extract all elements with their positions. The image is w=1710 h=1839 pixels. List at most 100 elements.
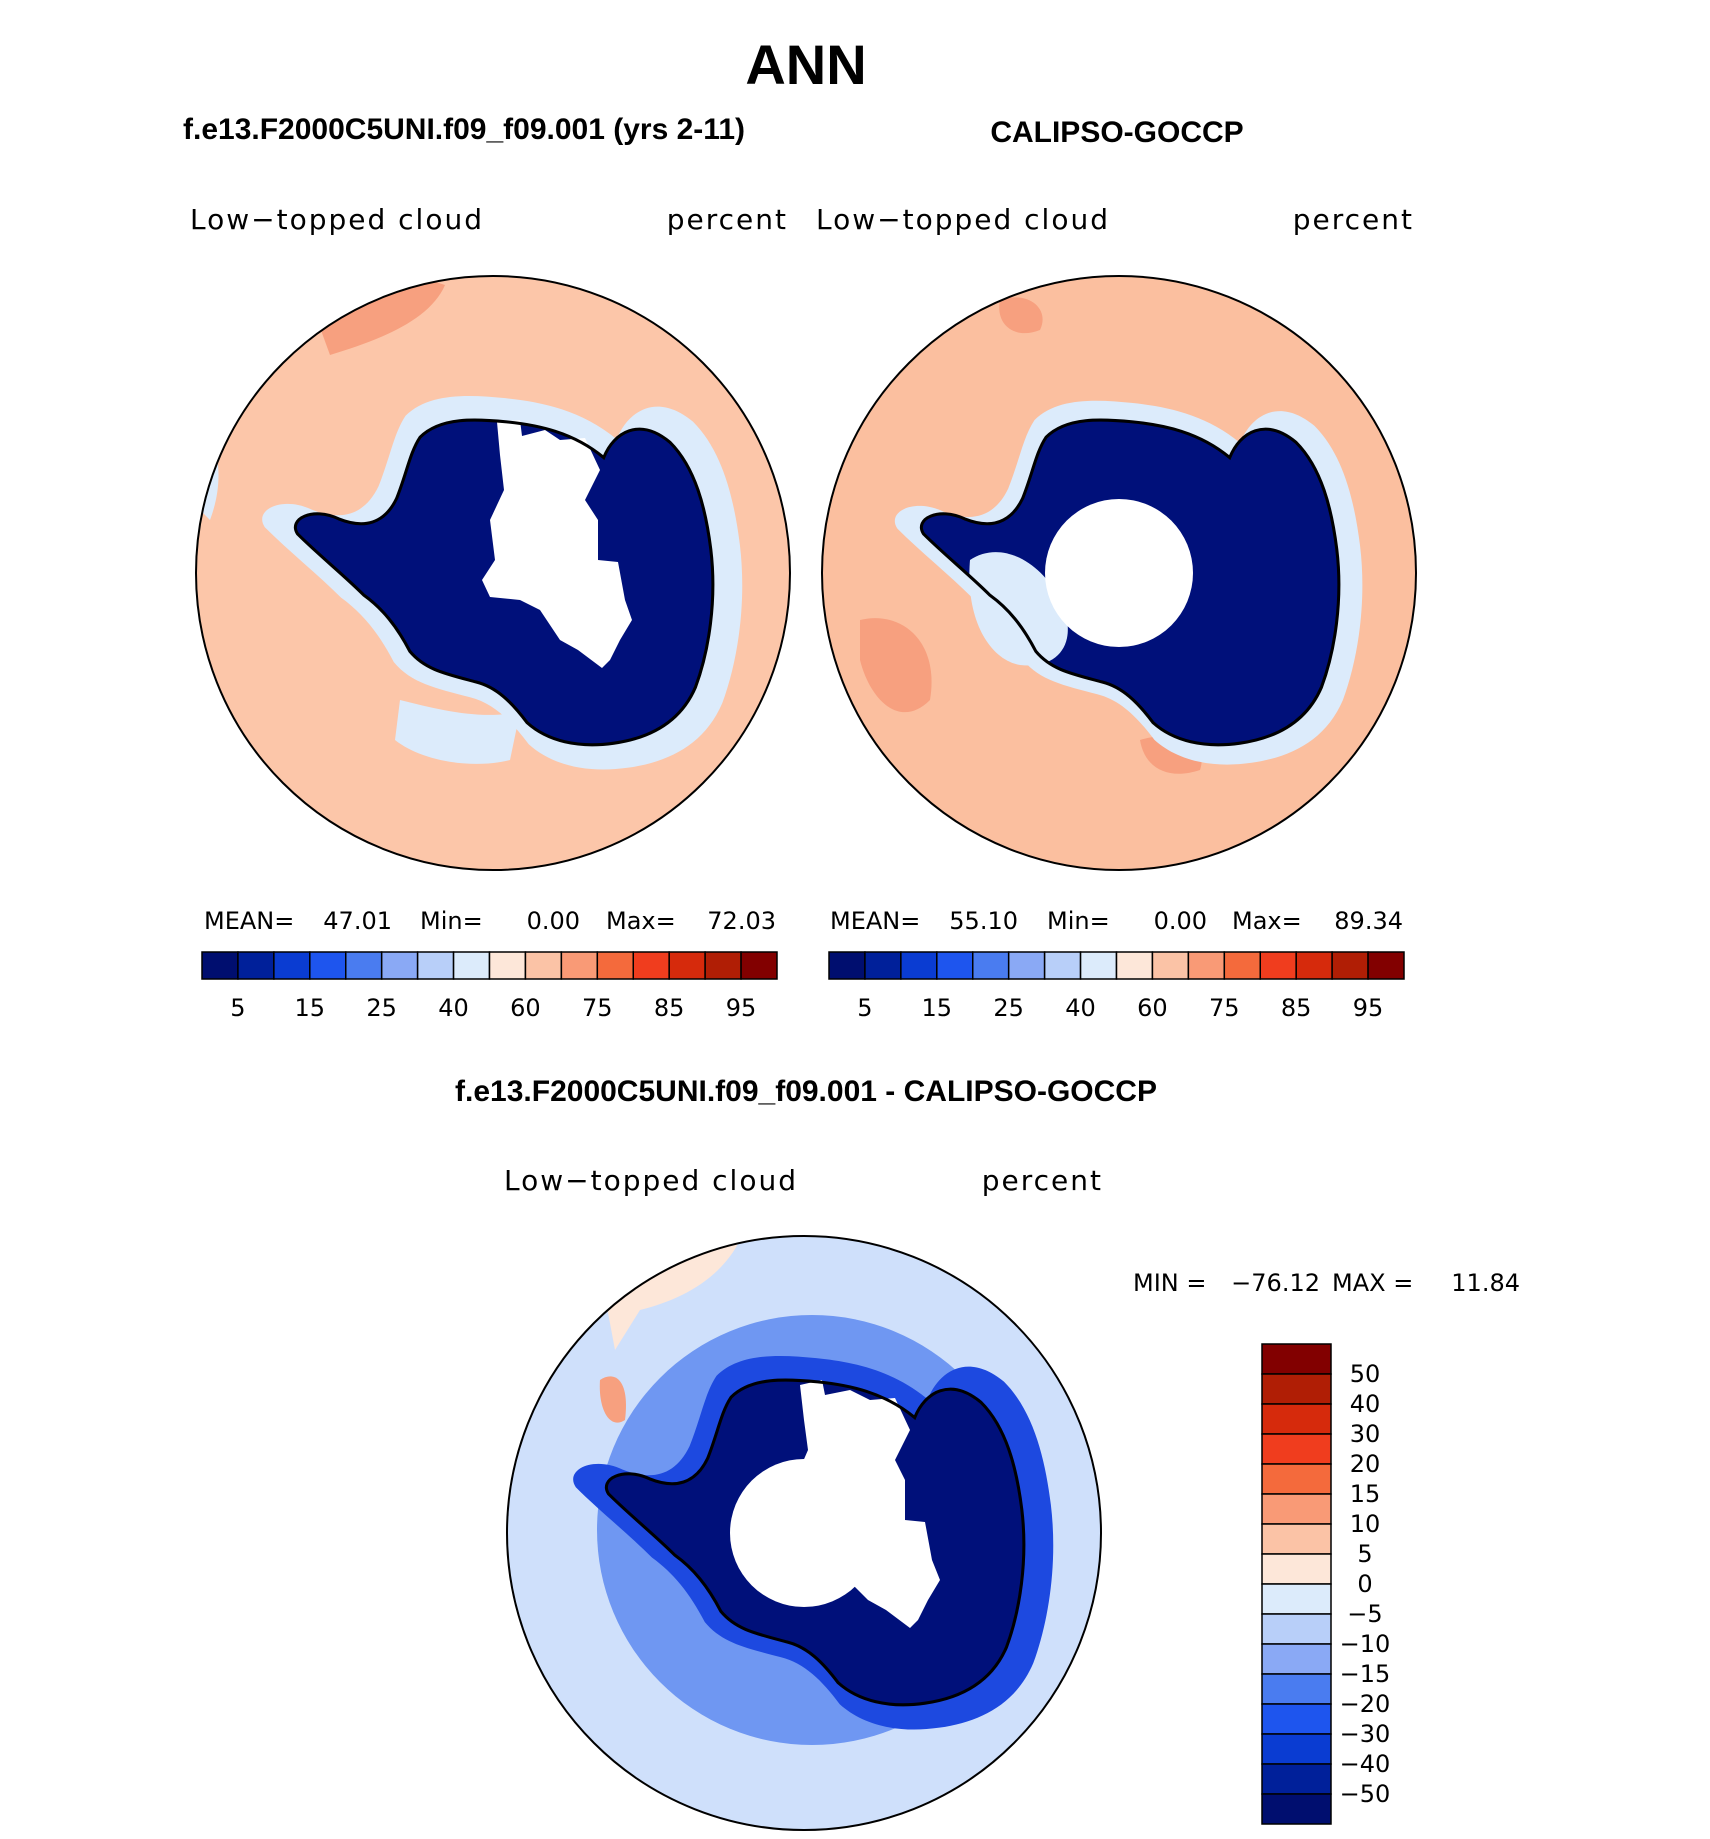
diff-variable-label: Low−topped cloud <box>504 1164 798 1197</box>
obs-west-antarctic-pale-region <box>969 552 1068 666</box>
diff-colorbar-swatch <box>1261 1613 1332 1645</box>
diff-header: f.e13.F2000C5UNI.f09_f09.001 - CALIPSO-G… <box>455 1075 1157 1108</box>
obs-colorbar-tick-label: 95 <box>1353 994 1384 1022</box>
diff-colorbar-tick-label: 40 <box>1350 1390 1381 1418</box>
diff-colorbar-swatch <box>1261 1463 1332 1495</box>
model-colorbar-tick-label: 15 <box>295 994 326 1022</box>
obs-colorbar-swatch <box>1007 951 1046 980</box>
diff-colorbar-swatch <box>1261 1583 1332 1615</box>
diff-colorbar-tick-label: −10 <box>1340 1630 1391 1658</box>
diff-colorbar-tick-label: 5 <box>1357 1540 1372 1568</box>
diff-colorbar-tick-label: 20 <box>1350 1450 1381 1478</box>
obs-colorbar-swatch <box>1331 951 1369 980</box>
diff-colorbar-tick-label: −20 <box>1340 1690 1391 1718</box>
diff-units-label: percent <box>982 1164 1103 1197</box>
diff-colorbar-swatch <box>1261 1373 1332 1405</box>
model-colorbar-swatch <box>237 951 275 980</box>
diff-positive-patch-coast <box>599 1376 626 1423</box>
model-mean-value: 47.01 <box>323 907 392 935</box>
diff-colorbar-tick-label: −30 <box>1340 1720 1391 1748</box>
diff-min-label: MIN = <box>1133 1269 1206 1297</box>
obs-variable-label: Low−topped cloud <box>816 203 1110 236</box>
model-colorbar-swatch <box>488 951 527 980</box>
obs-colorbar: 5 15 25 40 60 75 85 95 <box>828 951 1405 1022</box>
model-colorbar-tick-label: 95 <box>726 994 757 1022</box>
obs-colorbar-swatch <box>1223 951 1261 980</box>
obs-colorbar-swatch <box>1187 951 1226 980</box>
obs-colorbar-tick-label: 40 <box>1065 994 1096 1022</box>
model-colorbar-swatch <box>345 951 383 980</box>
diff-colorbar-swatch <box>1261 1403 1332 1435</box>
diff-max-label: MAX = <box>1332 1269 1413 1297</box>
model-colorbar-swatch <box>704 951 742 980</box>
model-colorbar-swatch <box>273 951 311 980</box>
obs-max-value: 89.34 <box>1334 907 1403 935</box>
diff-map-border <box>506 1235 1102 1831</box>
diff-polar-map <box>507 1236 1101 1830</box>
obs-colorbar-swatch <box>864 951 902 980</box>
diff-colorbar-tick-label: 15 <box>1350 1480 1381 1508</box>
obs-high-cloud-patch-north <box>999 297 1043 334</box>
diff-colorbar-swatch <box>1261 1733 1332 1765</box>
model-header: f.e13.F2000C5UNI.f09_f09.001 (yrs 2-11) <box>183 113 745 146</box>
diff-colorbar-swatch <box>1261 1523 1332 1555</box>
model-colorbar-swatch <box>632 951 670 980</box>
model-stats: MEAN= 47.01 Min= 0.00 Max= 72.03 <box>204 907 776 935</box>
obs-colorbar-tick-label: 15 <box>922 994 953 1022</box>
obs-colorbar-swatch <box>828 951 866 980</box>
model-colorbar-swatch <box>668 951 706 980</box>
diff-colorbar-swatch <box>1261 1493 1332 1525</box>
obs-colorbar-swatch <box>1151 951 1190 980</box>
model-colorbar-swatch <box>524 951 563 980</box>
obs-header: CALIPSO-GOCCP <box>990 116 1243 149</box>
diff-colorbar-tick-label: −5 <box>1347 1600 1382 1628</box>
diff-colorbar-tick-label: −40 <box>1340 1750 1391 1778</box>
model-colorbar-swatch <box>740 951 778 980</box>
model-colorbar-tick-label: 5 <box>230 994 245 1022</box>
model-variable-label: Low−topped cloud <box>190 203 484 236</box>
model-colorbar-swatch <box>452 951 491 980</box>
model-colorbar-tick-label: 60 <box>510 994 541 1022</box>
model-min-label: Min= <box>420 907 483 935</box>
diff-colorbar-swatch <box>1261 1673 1332 1705</box>
diff-colorbar-tick-label: 30 <box>1350 1420 1381 1448</box>
model-colorbar-tick-label: 25 <box>366 994 397 1022</box>
model-max-value: 72.03 <box>707 907 776 935</box>
diff-colorbar-swatch <box>1261 1433 1332 1465</box>
obs-colorbar-tick-label: 75 <box>1209 994 1240 1022</box>
obs-colorbar-swatch <box>1259 951 1297 980</box>
model-max-label: Max= <box>606 907 676 935</box>
model-colorbar-swatch <box>560 951 599 980</box>
obs-colorbar-swatch <box>936 951 974 980</box>
model-units-label: percent <box>667 203 788 236</box>
obs-polar-hole <box>1045 499 1193 647</box>
obs-units-label: percent <box>1293 203 1414 236</box>
model-colorbar-swatch <box>416 951 455 980</box>
obs-colorbar-swatch <box>972 951 1010 980</box>
diff-colorbar-swatch <box>1261 1553 1332 1585</box>
model-mean-label: MEAN= <box>204 907 294 935</box>
model-colorbar-swatch <box>309 951 347 980</box>
obs-min-value: 0.00 <box>1154 907 1207 935</box>
obs-polar-map <box>822 276 1416 870</box>
obs-colorbar-tick-label: 25 <box>993 994 1024 1022</box>
diff-colorbar-swatch <box>1261 1703 1332 1735</box>
obs-colorbar-swatch <box>1115 951 1154 980</box>
obs-colorbar-swatch <box>1079 951 1118 980</box>
obs-mean-label: MEAN= <box>830 907 920 935</box>
diff-colorbar-swatch <box>1261 1763 1332 1795</box>
diff-colorbar-tick-label: 0 <box>1357 1570 1372 1598</box>
diff-colorbar-swatch <box>1261 1343 1332 1375</box>
diff-polar-hole <box>730 1459 878 1607</box>
obs-colorbar-swatch <box>1043 951 1082 980</box>
model-colorbar: 5 15 25 40 60 75 85 95 <box>201 951 778 1022</box>
obs-colorbar-swatch <box>1367 951 1405 980</box>
model-colorbar-tick-label: 40 <box>438 994 469 1022</box>
obs-colorbar-tick-label: 5 <box>857 994 872 1022</box>
model-colorbar-swatch <box>380 951 419 980</box>
diff-colorbar-tick-label: 50 <box>1350 1360 1381 1388</box>
model-colorbar-tick-label: 75 <box>582 994 613 1022</box>
model-min-value: 0.00 <box>527 907 580 935</box>
obs-colorbar-tick-label: 60 <box>1137 994 1168 1022</box>
